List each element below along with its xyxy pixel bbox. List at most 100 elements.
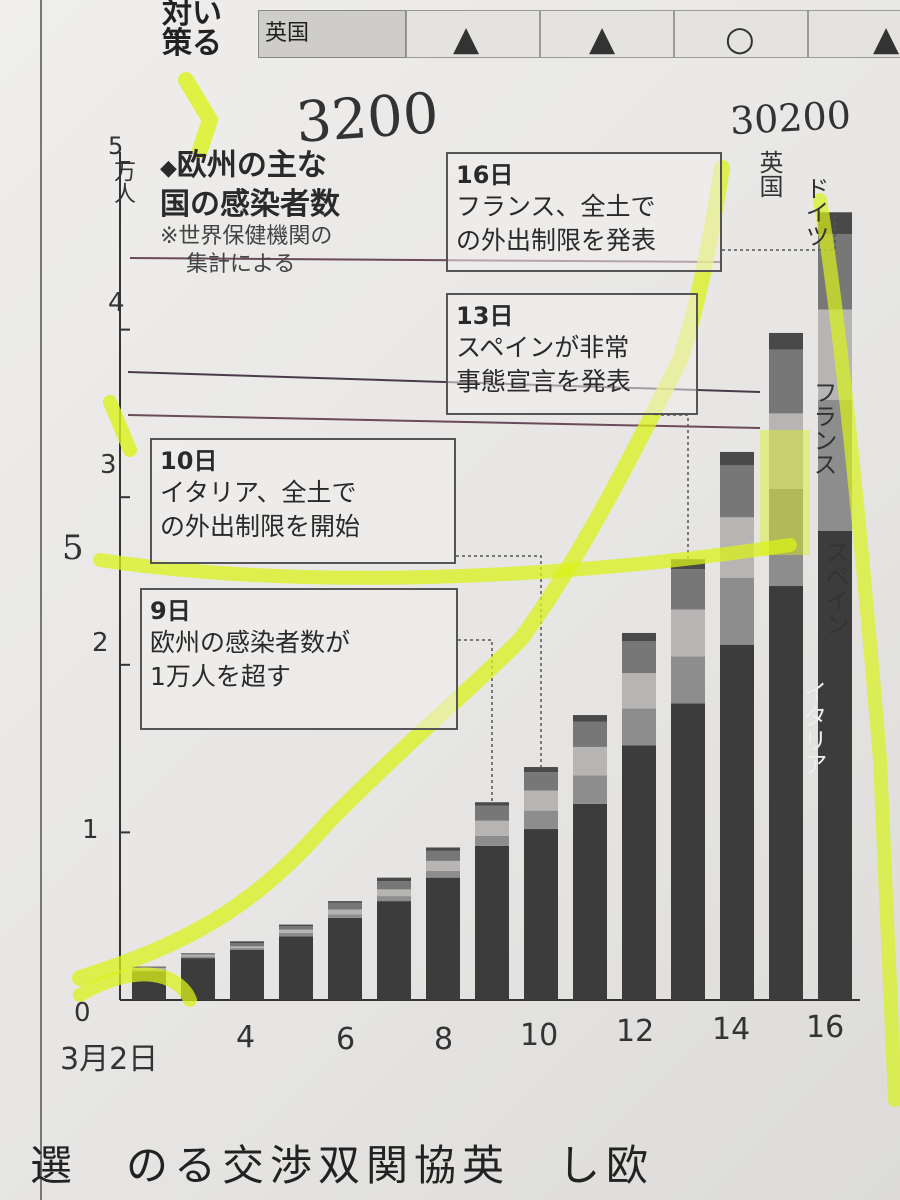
bar-segment-スペイン — [524, 810, 558, 830]
bar-segment-ドイツ — [720, 465, 754, 518]
bar-segment-英国 — [426, 847, 460, 851]
triangle-icon: ▲ — [589, 19, 616, 59]
bar-segment-フランス — [475, 820, 509, 836]
annotation-date: 10日 — [160, 447, 218, 475]
bar-segment-フランス — [328, 909, 362, 915]
bar-segment-英国 — [377, 877, 411, 882]
row-label-1: 対い — [162, 0, 222, 31]
bar-segment-英国 — [475, 802, 509, 806]
table-cell-2: ▲ — [540, 10, 674, 59]
bar-segment-スペイン — [230, 948, 264, 950]
series-label-spain: スペイン — [821, 540, 849, 636]
highlighter-stroke — [93, 538, 797, 585]
annotation-text: の外出制限を開始 — [160, 512, 361, 541]
triangle-icon: ▲ — [873, 19, 900, 59]
x-axis-tick-label: 8 — [434, 1022, 454, 1057]
annotation-date: 16日 — [456, 161, 514, 189]
bar-segment-イタリア — [769, 586, 803, 1000]
x-axis-tick-label: 14 — [712, 1012, 751, 1047]
bar-segment-ドイツ — [475, 805, 509, 821]
bar-segment-スペイン — [181, 956, 215, 959]
country-cell: 英国 — [258, 10, 406, 58]
bar-segment-スペイン — [328, 914, 362, 918]
bar-segment-フランス — [279, 929, 313, 933]
annotation-date: 9日 — [150, 597, 191, 625]
annotation-text: スペインが非常 — [456, 333, 630, 362]
series-label-france: フランス — [809, 380, 837, 476]
bar-segment-フランス — [181, 954, 215, 957]
annotation-text: 事態宣言を発表 — [456, 367, 632, 396]
bar-segment-ドイツ — [279, 926, 313, 930]
row-label-2: 策る — [162, 26, 222, 61]
series-label-germany: ドイツ — [801, 176, 829, 248]
x-axis-tick-label: 4 — [236, 1020, 256, 1055]
bar-segment-英国 — [769, 332, 803, 350]
x-axis-tick-label: 10 — [520, 1018, 559, 1053]
chart-note-line-2: 集計による — [186, 252, 296, 277]
annotation-box: 10日 イタリア、全土で の外出制限を開始 — [150, 438, 456, 564]
annotation-text: イタリア、全土で — [160, 478, 357, 507]
annotation-box: 16日 フランス、全土で の外出制限を発表 — [446, 152, 722, 272]
bar-segment-ドイツ — [524, 772, 558, 791]
bar-segment-ドイツ — [132, 966, 166, 969]
bar-segment-ドイツ — [377, 881, 411, 890]
circle-icon: ○ — [725, 19, 755, 59]
bar-segment-スペイン — [279, 932, 313, 937]
highlighter-stroke — [813, 193, 900, 1107]
article-body-text: 選 のる交渉双関協英 し欧 — [30, 1141, 655, 1190]
bar-segment-イタリア — [475, 845, 509, 1000]
bar-segment-ドイツ — [622, 641, 656, 674]
y-axis-tick-label: 1 — [82, 815, 99, 845]
column-divider — [40, 0, 42, 1200]
handwritten-number: 3200 — [293, 81, 441, 156]
bar-segment-イタリア — [720, 644, 754, 1000]
bar-segment-英国 — [279, 924, 313, 927]
y-axis-tick-label: 4 — [108, 288, 125, 318]
bar-segment-フランス — [573, 746, 607, 776]
bar-segment-フランス — [377, 889, 411, 897]
table-cell-4: ▲ — [808, 10, 900, 59]
bar-segment-フランス — [230, 946, 264, 949]
bar-segment-フランス — [622, 673, 656, 709]
bar-segment-英国 — [622, 632, 656, 642]
annotation-leader-line — [655, 414, 689, 560]
bar-segment-スペイン — [622, 708, 656, 746]
annotation-text: 1万人を超す — [150, 662, 291, 691]
bar-segment-イタリア — [328, 917, 362, 1000]
bar-segment-ドイツ — [573, 721, 607, 747]
handwritten-mark: 5 — [62, 528, 84, 568]
bar-group — [132, 212, 852, 1000]
annotation-leader-line — [456, 555, 542, 768]
table-cell-1: ▲ — [406, 10, 540, 59]
bar-segment-イタリア — [230, 949, 264, 1000]
bar-segment-ドイツ — [328, 902, 362, 910]
bar-segment-ドイツ — [769, 349, 803, 414]
y-axis-tick-label: 2 — [92, 628, 109, 658]
bar-segment-フランス — [769, 413, 803, 489]
bar-segment-フランス — [426, 860, 460, 871]
x-axis-tick-label: 16 — [806, 1010, 845, 1045]
bar-segment-イタリア — [426, 877, 460, 1000]
annotation-text: 欧州の感染者数が — [150, 628, 351, 657]
highlighter-stroke — [178, 72, 219, 158]
series-label-italy: イタリア — [799, 680, 827, 776]
highlighter-stroke — [73, 967, 197, 1007]
bar-segment-スペイン — [475, 835, 509, 846]
chart-note-line-1: ※世界保健機関の — [160, 224, 333, 249]
bar-segment-イタリア — [573, 803, 607, 1000]
annotation-date: 13日 — [456, 302, 514, 330]
highlighter-box — [760, 430, 810, 555]
top-table-strip: 対い 策る 英国 ▲ ▲ ○ ▲ — [0, 0, 900, 70]
table-cell-3: ○ — [674, 10, 808, 59]
bar-segment-英国 — [328, 901, 362, 903]
bar-segment-英国 — [524, 767, 558, 773]
bar-segment-スペイン — [769, 488, 803, 587]
y-axis-tick-label: 0 — [74, 998, 91, 1028]
bar-segment-イタリア — [279, 936, 313, 1000]
title-icon: ◆ — [160, 156, 177, 181]
bar-segment-イタリア — [524, 829, 558, 1000]
x-axis-tick-label: 3月2日 — [60, 1042, 159, 1077]
bar-segment-スペイン — [377, 896, 411, 902]
bar-segment-スペイン — [720, 577, 754, 645]
annotation-text: フランス、全土で — [456, 192, 656, 221]
